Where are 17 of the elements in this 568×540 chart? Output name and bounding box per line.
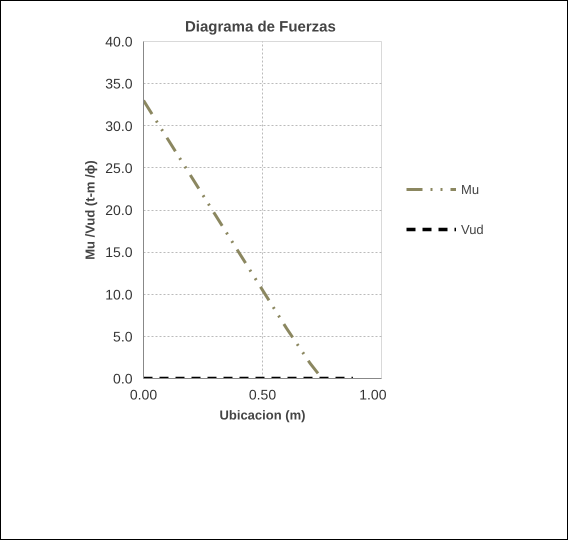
y-tick-label: 35.0 [105,76,133,92]
chart-title: Diagrama de Fuerzas [184,18,336,36]
y-tick-label: 15.0 [105,244,133,260]
x-tick-label: 0.00 [130,386,158,402]
y-tick-label: 30.0 [105,118,133,134]
legend-label: Mu [461,182,480,196]
x-axis-title: Ubicacion (m) [220,408,306,422]
x-tick-label: 0.50 [248,386,276,402]
x-tick-label: 1.00 [359,386,387,402]
y-tick-label: 25.0 [105,160,133,176]
y-tick-label: 10.0 [105,286,133,302]
y-tick-label: 40.0 [105,34,133,50]
y-tick-label: 5.0 [113,328,133,344]
y-tick-label: 0.0 [113,370,133,386]
legend-label: Vud [461,222,484,236]
y-tick-label: 20.0 [105,202,133,218]
y-axis-title: Mu /Vud (t-m /ϕ) [82,160,98,260]
